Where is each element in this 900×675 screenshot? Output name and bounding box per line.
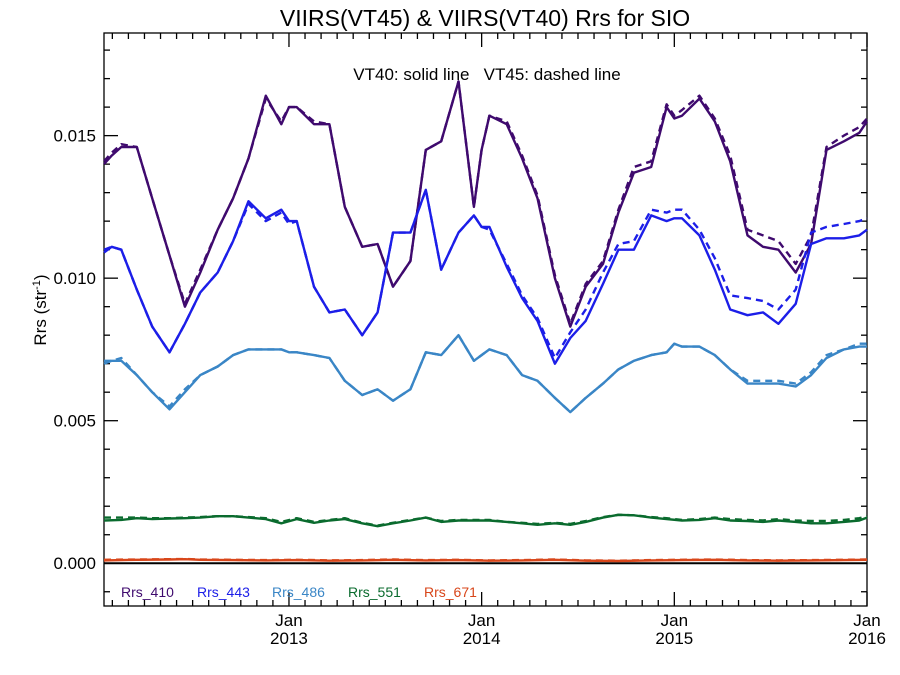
series-Rrs_443-solid bbox=[103, 188, 868, 365]
legend-Rrs_551: Rrs_551 bbox=[348, 584, 401, 600]
y-axis-label-sup: -1 bbox=[31, 280, 43, 290]
x-tick-label-month: Jan bbox=[468, 611, 495, 630]
legend-Rrs_410: Rrs_410 bbox=[121, 584, 174, 600]
chart-title: VIIRS(VT45) & VIIRS(VT40) Rrs for SIO bbox=[280, 5, 690, 31]
series-Rrs_486-solid bbox=[103, 334, 867, 414]
x-tick-label-year: 2015 bbox=[655, 629, 693, 648]
y-tick-label: 0.005 bbox=[53, 412, 96, 431]
y-axis-label-main: Rrs (str bbox=[31, 290, 50, 346]
line-style-note: VT40: solid line VT45: dashed line bbox=[353, 65, 620, 84]
y-tick-label: 0.000 bbox=[53, 554, 96, 573]
series-Rrs_410-dashed bbox=[103, 80, 868, 325]
series-Rrs_671-solid bbox=[103, 558, 868, 563]
legend-Rrs_486: Rrs_486 bbox=[272, 584, 325, 600]
series-Rrs_443-dashed bbox=[103, 188, 868, 360]
legend-Rrs_443: Rrs_443 bbox=[197, 584, 250, 600]
x-tick-label-month: Jan bbox=[661, 611, 688, 630]
x-tick-label-year: 2014 bbox=[463, 629, 501, 648]
y-tick-label: 0.015 bbox=[53, 127, 96, 146]
y-axis-label: Rrs (str-1) bbox=[31, 274, 50, 345]
x-tick-label-year: 2013 bbox=[270, 629, 308, 648]
series-Rrs_410-solid bbox=[103, 80, 868, 328]
series-Rrs_486-dashed bbox=[104, 334, 867, 414]
plot-frame bbox=[103, 32, 868, 607]
y-axis-label-close: ) bbox=[31, 274, 50, 280]
legend-Rrs_671: Rrs_671 bbox=[424, 584, 477, 600]
x-tick-label-month: Jan bbox=[275, 611, 302, 630]
x-tick-label-year: 2016 bbox=[848, 629, 886, 648]
x-tick-label-month: Jan bbox=[853, 611, 880, 630]
y-tick-label: 0.010 bbox=[53, 269, 96, 288]
series-Rrs_551-solid bbox=[103, 513, 868, 528]
plot-area: 0.0000.0050.0100.015Jan2013Jan2014Jan201… bbox=[53, 32, 886, 648]
